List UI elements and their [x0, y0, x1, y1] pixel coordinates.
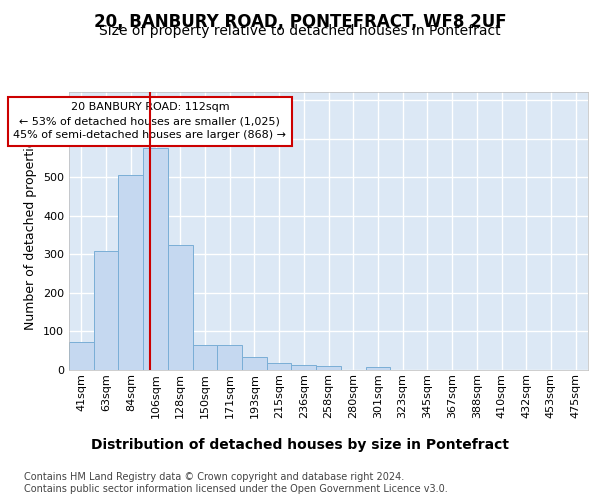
- Text: Contains HM Land Registry data © Crown copyright and database right 2024.: Contains HM Land Registry data © Crown c…: [24, 472, 404, 482]
- Bar: [118, 176, 143, 370]
- Bar: [193, 345, 217, 370]
- Bar: [69, 342, 94, 370]
- Bar: [242, 356, 267, 370]
- Text: Distribution of detached houses by size in Pontefract: Distribution of detached houses by size …: [91, 438, 509, 452]
- Bar: [168, 244, 193, 370]
- Text: 20 BANBURY ROAD: 112sqm
← 53% of detached houses are smaller (1,025)
45% of semi: 20 BANBURY ROAD: 112sqm ← 53% of detache…: [13, 102, 286, 140]
- Bar: [316, 366, 341, 370]
- Text: 20, BANBURY ROAD, PONTEFRACT, WF8 2UF: 20, BANBURY ROAD, PONTEFRACT, WF8 2UF: [94, 12, 506, 30]
- Bar: [143, 148, 168, 370]
- Y-axis label: Number of detached properties: Number of detached properties: [25, 132, 37, 330]
- Bar: [267, 363, 292, 370]
- Text: Size of property relative to detached houses in Pontefract: Size of property relative to detached ho…: [99, 24, 501, 38]
- Bar: [365, 367, 390, 370]
- Bar: [292, 366, 316, 370]
- Bar: [217, 345, 242, 370]
- Bar: [94, 250, 118, 370]
- Text: Contains public sector information licensed under the Open Government Licence v3: Contains public sector information licen…: [24, 484, 448, 494]
